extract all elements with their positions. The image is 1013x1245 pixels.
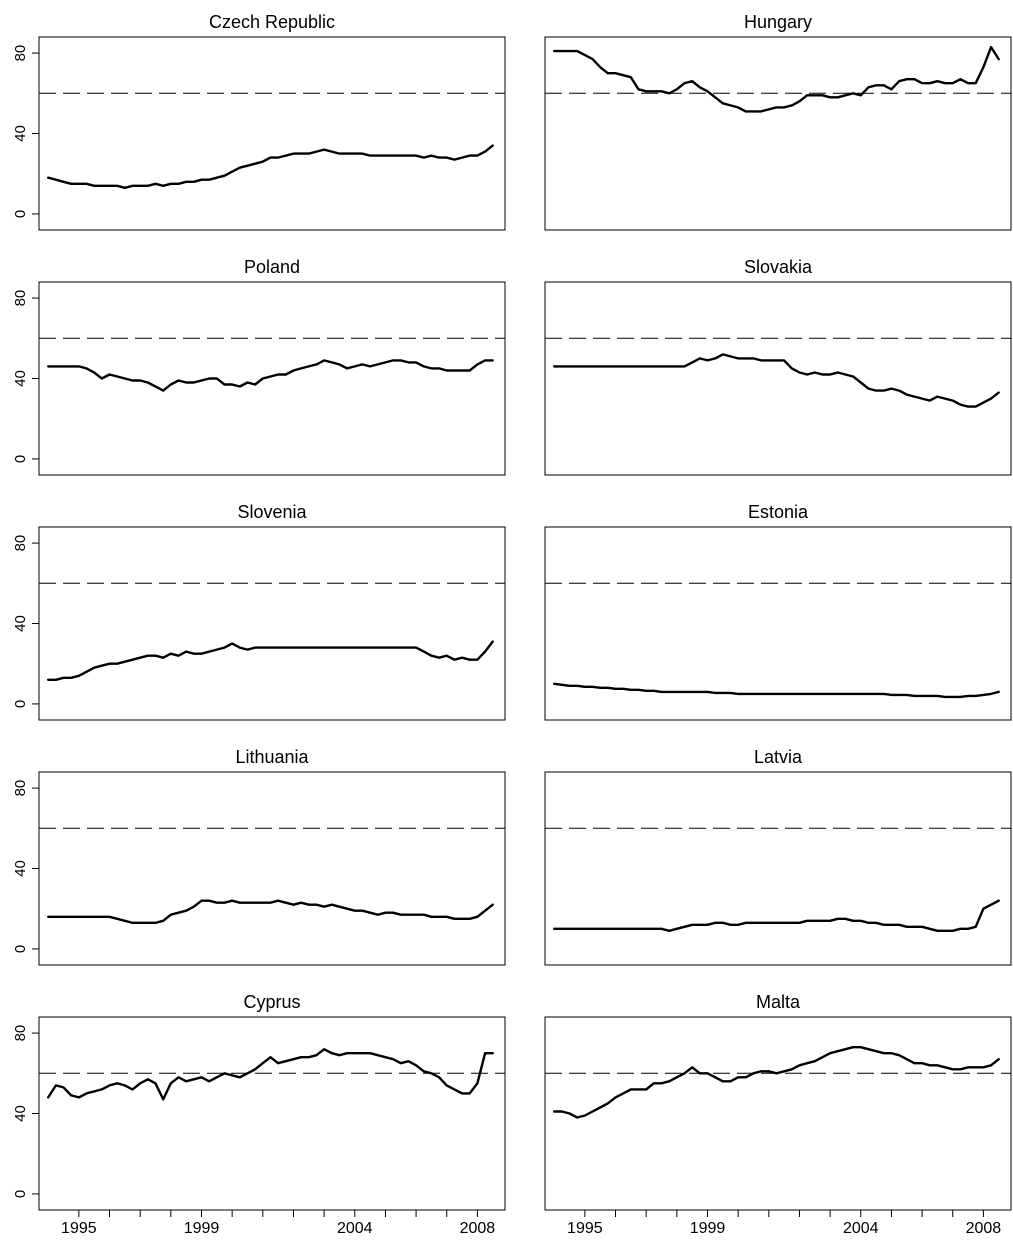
panel-slovenia: Slovenia 0 40 80 bbox=[12, 502, 506, 721]
series-line bbox=[553, 682, 1000, 699]
panel-title: Poland bbox=[244, 257, 300, 277]
series-line bbox=[47, 144, 494, 190]
y-tick-label: 80 bbox=[12, 45, 29, 62]
x-tick-label: 2004 bbox=[843, 1220, 879, 1237]
x-tick-label: 1999 bbox=[690, 1220, 726, 1237]
plot-frame bbox=[38, 771, 506, 966]
x-axis: 1995 1999 2004 2008 bbox=[61, 1210, 495, 1237]
y-axis: 0 40 80 bbox=[12, 535, 39, 708]
y-axis: 0 40 80 bbox=[12, 290, 39, 463]
y-tick-label: 40 bbox=[12, 125, 29, 142]
y-tick-label: 40 bbox=[12, 1105, 29, 1122]
y-axis: 0 40 80 bbox=[12, 780, 39, 953]
x-tick-label: 2008 bbox=[966, 1220, 1002, 1237]
plot-frame bbox=[544, 526, 1012, 721]
x-tick-label: 2008 bbox=[460, 1220, 496, 1237]
panel-poland: Poland 0 40 80 bbox=[12, 257, 506, 476]
panel-hungary: Hungary bbox=[544, 12, 1012, 231]
series-line bbox=[553, 353, 1000, 408]
y-tick-label: 0 bbox=[12, 1190, 29, 1198]
plot-frame bbox=[544, 1016, 1012, 1211]
panel-title: Latvia bbox=[754, 747, 803, 767]
plot-frame bbox=[38, 281, 506, 476]
x-tick-label: 1995 bbox=[567, 1220, 603, 1237]
series-line bbox=[553, 45, 1000, 113]
panel-title: Slovakia bbox=[744, 257, 813, 277]
plot-frame bbox=[38, 526, 506, 721]
series-line bbox=[47, 899, 494, 924]
plot-frame bbox=[544, 281, 1012, 476]
panel-title: Estonia bbox=[748, 502, 809, 522]
series-line bbox=[47, 640, 494, 681]
plot-frame bbox=[544, 771, 1012, 966]
series-line bbox=[47, 1047, 494, 1101]
y-tick-label: 40 bbox=[12, 615, 29, 632]
y-tick-label: 40 bbox=[12, 860, 29, 877]
panel-slovakia: Slovakia bbox=[544, 257, 1012, 476]
panel-czech-republic: Czech Republic 0 40 80 bbox=[12, 12, 506, 231]
x-axis: 1995 1999 2004 2008 bbox=[567, 1210, 1001, 1237]
plot-frame bbox=[38, 1016, 506, 1211]
y-tick-label: 0 bbox=[12, 455, 29, 463]
y-tick-label: 40 bbox=[12, 370, 29, 387]
series-line bbox=[553, 1045, 1000, 1119]
series-line bbox=[47, 359, 494, 392]
panel-title: Czech Republic bbox=[209, 12, 335, 32]
y-tick-label: 0 bbox=[12, 945, 29, 953]
x-tick-label: 1999 bbox=[184, 1220, 220, 1237]
y-tick-label: 0 bbox=[12, 210, 29, 218]
panel-malta: Malta 1995 1999 2004 2008 bbox=[544, 992, 1012, 1237]
panel-title: Slovenia bbox=[237, 502, 307, 522]
panel-cyprus: Cyprus 0 40 80 1995 1999 2004 2008 bbox=[12, 992, 506, 1237]
plot-frame bbox=[544, 36, 1012, 231]
y-tick-label: 80 bbox=[12, 535, 29, 552]
panel-lithuania: Lithuania 0 40 80 bbox=[12, 747, 506, 966]
panel-title: Malta bbox=[756, 992, 801, 1012]
series-line bbox=[553, 899, 1000, 932]
x-tick-label: 1995 bbox=[61, 1220, 97, 1237]
panel-title: Lithuania bbox=[235, 747, 309, 767]
y-tick-label: 80 bbox=[12, 780, 29, 797]
panel-title: Cyprus bbox=[243, 992, 300, 1012]
panel-estonia: Estonia bbox=[544, 502, 1012, 721]
panel-title: Hungary bbox=[744, 12, 812, 32]
y-tick-label: 80 bbox=[12, 290, 29, 307]
panel-latvia: Latvia bbox=[544, 747, 1012, 966]
y-axis: 0 40 80 bbox=[12, 45, 39, 218]
y-tick-label: 0 bbox=[12, 700, 29, 708]
y-axis: 0 40 80 bbox=[12, 1025, 39, 1198]
y-tick-label: 80 bbox=[12, 1025, 29, 1042]
plot-frame bbox=[38, 36, 506, 231]
x-tick-label: 2004 bbox=[337, 1220, 373, 1237]
